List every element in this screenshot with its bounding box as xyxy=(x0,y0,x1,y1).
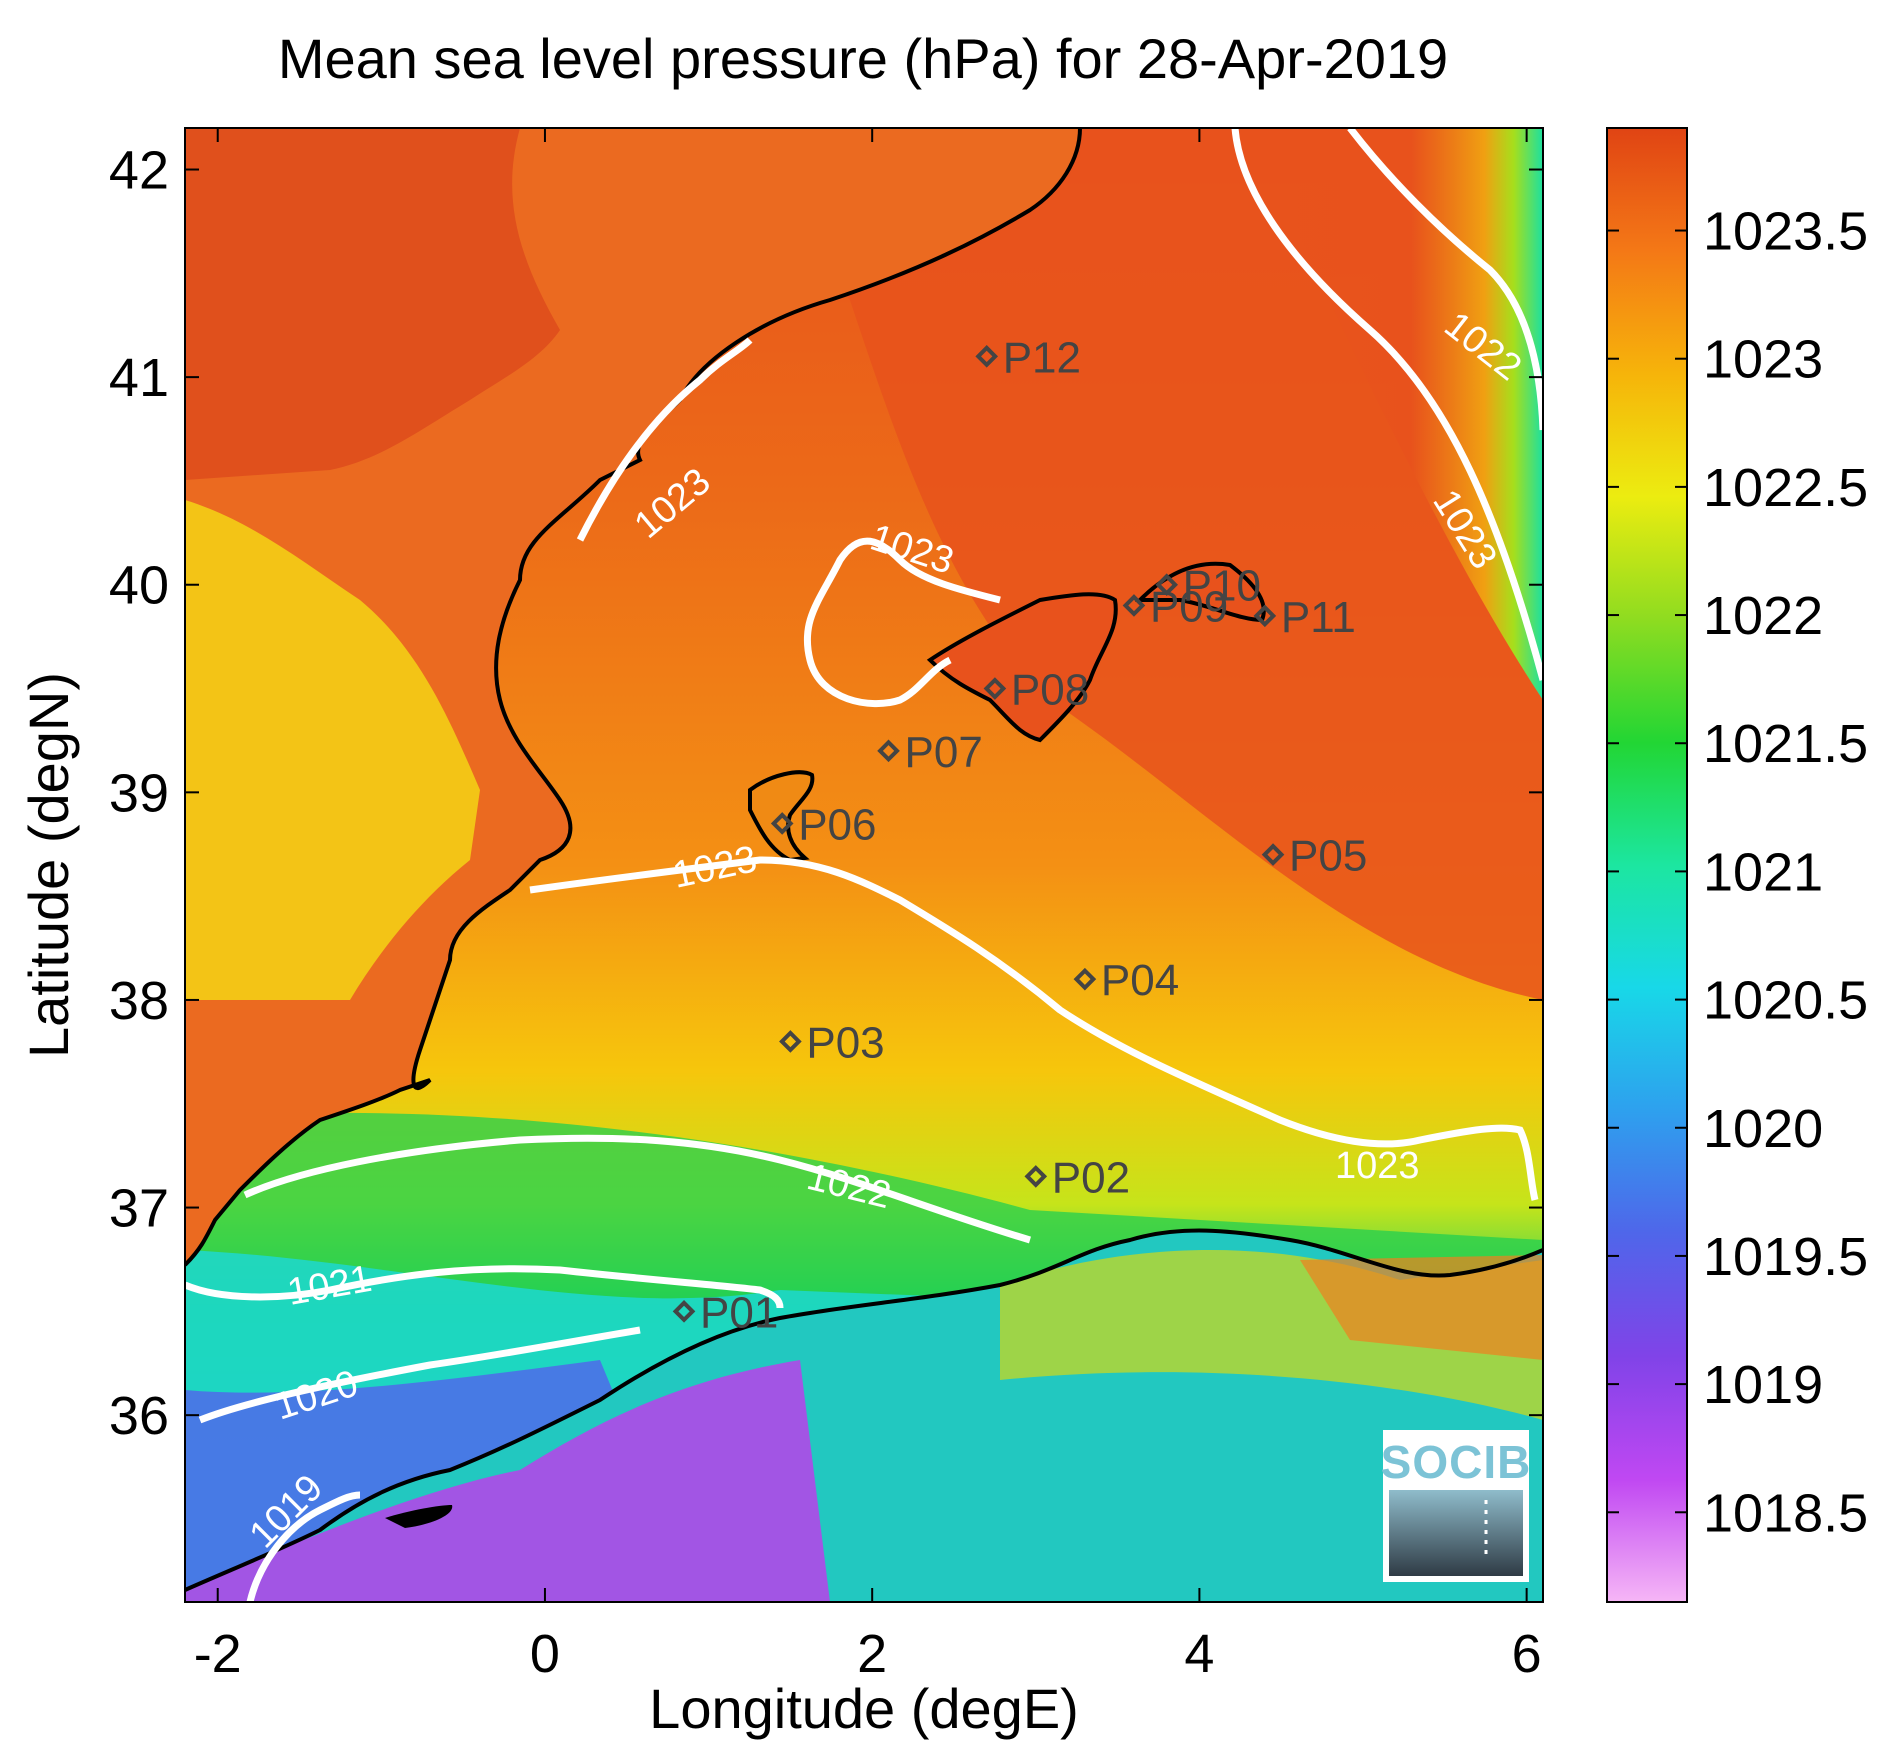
y-tick-label: 39 xyxy=(109,763,169,823)
station-label: P02 xyxy=(1052,1153,1130,1202)
y-tick-label: 36 xyxy=(109,1386,169,1446)
contour-1020 xyxy=(198,1326,641,1424)
africa-coastline xyxy=(185,1228,1543,1592)
colorbar-tick-label: 1020 xyxy=(1703,1099,1823,1159)
station-marker xyxy=(1155,573,1179,597)
x-axis-label: Longitude (degE) xyxy=(649,1677,1079,1740)
socib-logo-wave xyxy=(1389,1490,1523,1576)
station-label: P05 xyxy=(1289,832,1367,881)
station-marker xyxy=(1261,843,1285,866)
east-gradient-region xyxy=(1250,128,1543,700)
contour-label: 1023 xyxy=(1335,1145,1420,1187)
contour-1019 xyxy=(246,1491,361,1602)
colorbar-tick-label: 1023.5 xyxy=(1703,202,1868,262)
chart-title: Mean sea level pressure (hPa) for 28-Apr… xyxy=(278,27,1448,90)
contour-1022-south xyxy=(243,1134,1032,1244)
colorbar-tick-label: 1022 xyxy=(1703,586,1823,646)
station-marker xyxy=(975,345,999,368)
contour-1023-south xyxy=(529,856,1539,1201)
colorbar-tick-label: 1019 xyxy=(1703,1355,1823,1415)
iberia-coastline xyxy=(185,128,1082,1267)
colorbar-tick-label: 1019.5 xyxy=(1703,1227,1868,1287)
colorbar: 1018.5 1019 1019.5 1020 1020.5 1021 1021.5 1022… xyxy=(1606,127,1868,1603)
station-marker xyxy=(1122,594,1146,617)
station-label: P04 xyxy=(1101,956,1179,1005)
socib-logo: SOCIB xyxy=(1381,1430,1532,1582)
y-tick-label: 38 xyxy=(109,971,169,1031)
colorbar-tick-label: 1020.5 xyxy=(1703,971,1868,1031)
station-label: P12 xyxy=(1003,333,1081,382)
x-tick-label: 6 xyxy=(1512,1624,1542,1684)
colorbar-tick-label: 1022.5 xyxy=(1703,458,1868,518)
colorbar-frame xyxy=(1606,127,1688,1603)
mallorca-island xyxy=(926,592,1118,743)
africa-land-purple xyxy=(185,1360,830,1602)
colorbar-tick-label: 1021.5 xyxy=(1703,714,1868,774)
iberia-land-yellow xyxy=(185,500,480,1000)
contour-1023-east xyxy=(1231,128,1543,681)
contour-1023-north xyxy=(576,337,753,542)
high-pressure-region xyxy=(700,128,1543,1000)
map-panel: 1023 1023 1023 1023 1023 1022 1022 1021 … xyxy=(185,128,1543,1602)
map-frame xyxy=(184,127,1544,1603)
station-label: P03 xyxy=(806,1018,884,1067)
x-tick-label: 4 xyxy=(1184,1624,1214,1684)
station-label: P11 xyxy=(1281,593,1356,642)
y-axis-label: Latitude (degN) xyxy=(17,672,80,1058)
contour-1021 xyxy=(185,1265,784,1309)
station-marker xyxy=(1073,967,1097,991)
station-marker xyxy=(983,677,1007,700)
station-label: P10 xyxy=(1183,562,1261,611)
colorbar-tick-label: 1018.5 xyxy=(1703,1483,1868,1543)
y-tick-label: 37 xyxy=(109,1179,169,1239)
x-tick-label: 2 xyxy=(857,1624,887,1684)
station-marker xyxy=(1024,1165,1048,1188)
small-island xyxy=(385,1505,453,1528)
y-axis: 36 37 38 39 40 41 42 xyxy=(109,141,1543,1446)
colorbar-tick-label: 1023 xyxy=(1703,330,1823,390)
x-axis: -2 0 2 4 6 xyxy=(194,128,1542,1684)
contour-1022-east xyxy=(1347,128,1543,431)
station-label: P01 xyxy=(700,1288,778,1337)
station-marker xyxy=(770,812,794,835)
x-tick-label: -2 xyxy=(194,1624,242,1684)
station-marker xyxy=(672,1300,696,1323)
y-tick-label: 41 xyxy=(109,348,169,408)
socib-logo-text: SOCIB xyxy=(1381,1436,1532,1488)
station-label: P08 xyxy=(1011,666,1089,715)
station-label: P06 xyxy=(798,800,876,849)
iberia-plateau xyxy=(185,128,560,480)
y-tick-label: 40 xyxy=(109,556,169,616)
colorbar-ticks: 1018.5 1019 1019.5 1020 1020.5 1021 1021.5 1022… xyxy=(1607,202,1868,1543)
station-marker xyxy=(1253,604,1277,628)
station-label: P07 xyxy=(905,728,983,777)
station-marker xyxy=(877,739,900,763)
colorbar-fill xyxy=(1607,128,1687,1602)
africa-land-orange xyxy=(1300,1255,1543,1360)
x-tick-label: 0 xyxy=(530,1624,560,1684)
station-marker xyxy=(779,1030,802,1053)
colorbar-tick-label: 1021 xyxy=(1703,842,1823,902)
contour-1023-mallorca xyxy=(803,537,1001,708)
y-tick-label: 42 xyxy=(109,141,169,201)
